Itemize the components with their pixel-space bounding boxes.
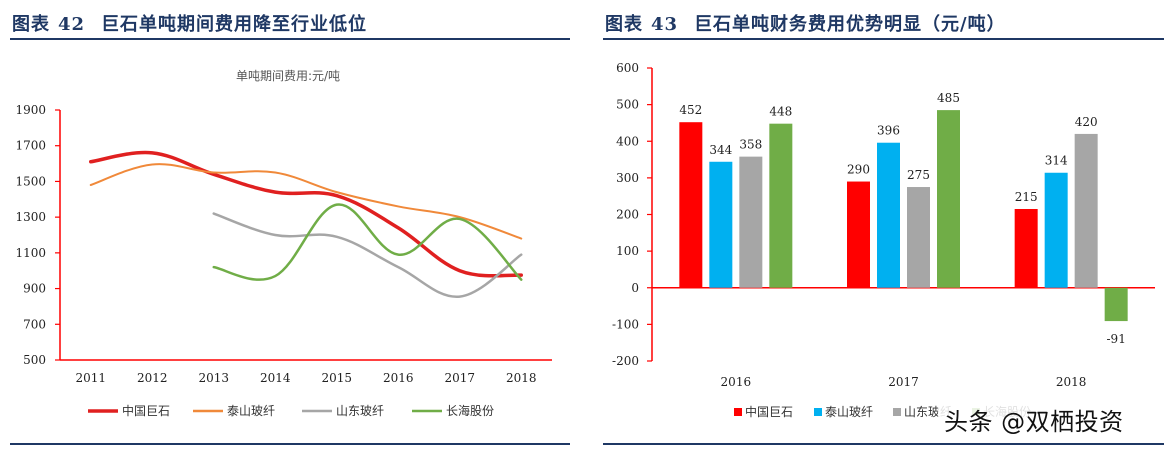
data-label: 215 (1015, 190, 1038, 204)
x-tick-label: 2017 (888, 375, 919, 389)
y-tick-label: 700 (23, 317, 46, 331)
bar (877, 142, 900, 288)
data-label: 358 (739, 138, 762, 152)
y-tick-label: 1700 (15, 139, 46, 153)
x-tick-label: 2016 (721, 375, 752, 389)
legend-label: 泰山玻纤 (227, 404, 275, 418)
bar (1104, 287, 1128, 322)
figure-title-text: 巨石单吨期间费用降至行业低位 (101, 14, 368, 35)
legend-label: 中国巨石 (122, 403, 170, 418)
bottom-rule (10, 443, 570, 445)
figure-label: 图表 (605, 14, 643, 35)
data-label: 448 (769, 105, 792, 119)
bottom-rule (603, 443, 1164, 445)
y-tick-label: 600 (616, 61, 639, 75)
y-tick-label: 500 (23, 353, 46, 367)
legend-label: 泰山玻纤 (825, 405, 873, 419)
x-tick-label: 2013 (198, 371, 229, 385)
figure-number: 42 (58, 14, 86, 35)
x-tick-label: 2011 (75, 371, 106, 385)
y-tick-label: 1500 (15, 174, 46, 188)
bar (769, 123, 793, 288)
y-tick-label: 400 (616, 134, 639, 148)
x-tick-label: 2012 (137, 371, 168, 385)
data-label: 314 (1045, 154, 1068, 168)
title-rule (10, 38, 570, 40)
series-line-3 (212, 212, 523, 298)
legend-label: 长海股份 (446, 403, 494, 418)
bar (739, 156, 763, 288)
figure-number: 43 (651, 14, 679, 35)
x-tick-label: 2014 (260, 371, 291, 385)
legend-label: 山东玻纤 (336, 404, 384, 418)
data-label: 452 (679, 103, 702, 117)
bar (937, 110, 960, 288)
y-tick-label: 1300 (15, 210, 46, 224)
data-label: 344 (709, 143, 732, 157)
chart-title: 单吨期间费用:元/吨 (236, 69, 340, 83)
figure-title-text: 巨石单吨财务费用优势明显（元/吨） (694, 14, 1006, 35)
x-tick-label: 2018 (1056, 375, 1087, 389)
legend-label: 中国巨石 (745, 404, 793, 419)
y-tick-label: 100 (616, 244, 639, 258)
y-tick-label: 500 (616, 98, 639, 112)
x-tick-label: 2018 (506, 371, 537, 385)
series-line-4 (212, 203, 523, 281)
data-label: 275 (907, 168, 930, 182)
bar-chart: -200 -100 0 100 200 300 400 500 600 2016 452 344 358… (612, 61, 1155, 419)
y-tick-label: 200 (616, 208, 639, 222)
line-chart: 单吨期间费用:元/吨 500 700 900 1100 1300 1500 1700 1900 2… (15, 69, 552, 418)
series-line-2 (89, 163, 523, 240)
data-label: 420 (1075, 115, 1098, 129)
y-tick-label: -200 (612, 354, 639, 368)
figure-43-panel: 图表 43 巨石单吨财务费用优势明显（元/吨） -200 -100 0 100 200 300… (600, 0, 1170, 449)
title-rule (603, 38, 1164, 40)
bar (709, 161, 733, 288)
legend-swatch (734, 408, 742, 416)
y-tick-label: -100 (612, 317, 639, 331)
figure-42-title: 图表 42 巨石单吨期间费用降至行业低位 (12, 10, 367, 36)
bar (847, 181, 870, 288)
y-tick-label: 900 (23, 282, 46, 296)
y-tick-label: 300 (616, 171, 639, 185)
x-tick-label: 2017 (444, 371, 475, 385)
figure-42-panel: 图表 42 巨石单吨期间费用降至行业低位 单吨期间费用:元/吨 500 700 900 11… (0, 0, 580, 449)
watermark-text: 头条 @双栖投资 (938, 400, 1130, 439)
bar (907, 187, 930, 288)
y-tick-label: 1100 (15, 246, 46, 260)
data-label: 290 (847, 163, 870, 177)
legend-swatch (814, 408, 822, 416)
data-label: 485 (937, 91, 960, 105)
bar (1074, 133, 1098, 288)
data-label: -91 (1107, 332, 1126, 346)
y-tick-label: 0 (631, 281, 639, 295)
figure-label: 图表 (12, 14, 50, 35)
series-line-1 (89, 150, 523, 278)
x-tick-label: 2016 (383, 371, 414, 385)
data-label: 396 (877, 124, 900, 138)
figure-43-title: 图表 43 巨石单吨财务费用优势明显（元/吨） (605, 10, 1006, 36)
bar (1044, 172, 1068, 288)
bar (679, 122, 703, 288)
x-tick-label: 2015 (321, 371, 352, 385)
legend-swatch (893, 408, 901, 416)
bar (1014, 209, 1038, 288)
y-tick-label: 1900 (15, 103, 46, 117)
